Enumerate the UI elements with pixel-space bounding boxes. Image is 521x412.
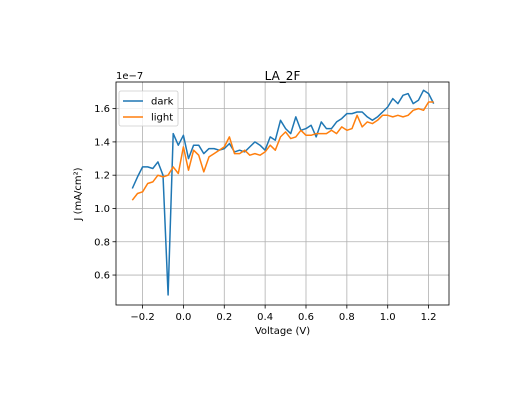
legend: dark light [118,90,179,127]
series-line-dark [131,89,435,296]
x-axis-label: Voltage (V) [255,326,310,337]
y-axis-scale-label: 1e−7 [116,71,143,82]
y-tick-label: 1.4 [94,137,110,148]
grid-layer [116,82,449,305]
series-layer [131,89,435,296]
legend-label-light: light [151,113,173,124]
y-tick-label: 0.6 [94,271,110,282]
y-tick-label: 0.8 [94,237,110,248]
series-line-light [131,101,434,201]
y-axis-label: J (mA/cm²) [73,167,84,221]
legend-label-dark: dark [151,97,174,108]
x-tick-label: 0.0 [175,312,191,323]
x-tick-label: 0.6 [298,312,314,323]
x-tick-label: 0.8 [339,312,355,323]
y-tick-label: 1.6 [94,104,110,115]
plot-frame [115,81,450,306]
tick-layer: −0.2 0.0 0.2 0.4 0.6 0.8 1.0 1.2 0.6 0.8 1.0 1.2 1.4… [94,104,436,323]
x-tick-label: 0.4 [257,312,273,323]
x-tick-label: 1.2 [421,312,437,323]
x-tick-label: −0.2 [130,312,154,323]
chart-title: LA_2F [265,69,301,83]
x-tick-label: 0.2 [216,312,232,323]
x-tick-label: 1.0 [380,312,396,323]
y-tick-label: 1.0 [94,204,110,215]
y-tick-label: 1.2 [94,171,110,182]
